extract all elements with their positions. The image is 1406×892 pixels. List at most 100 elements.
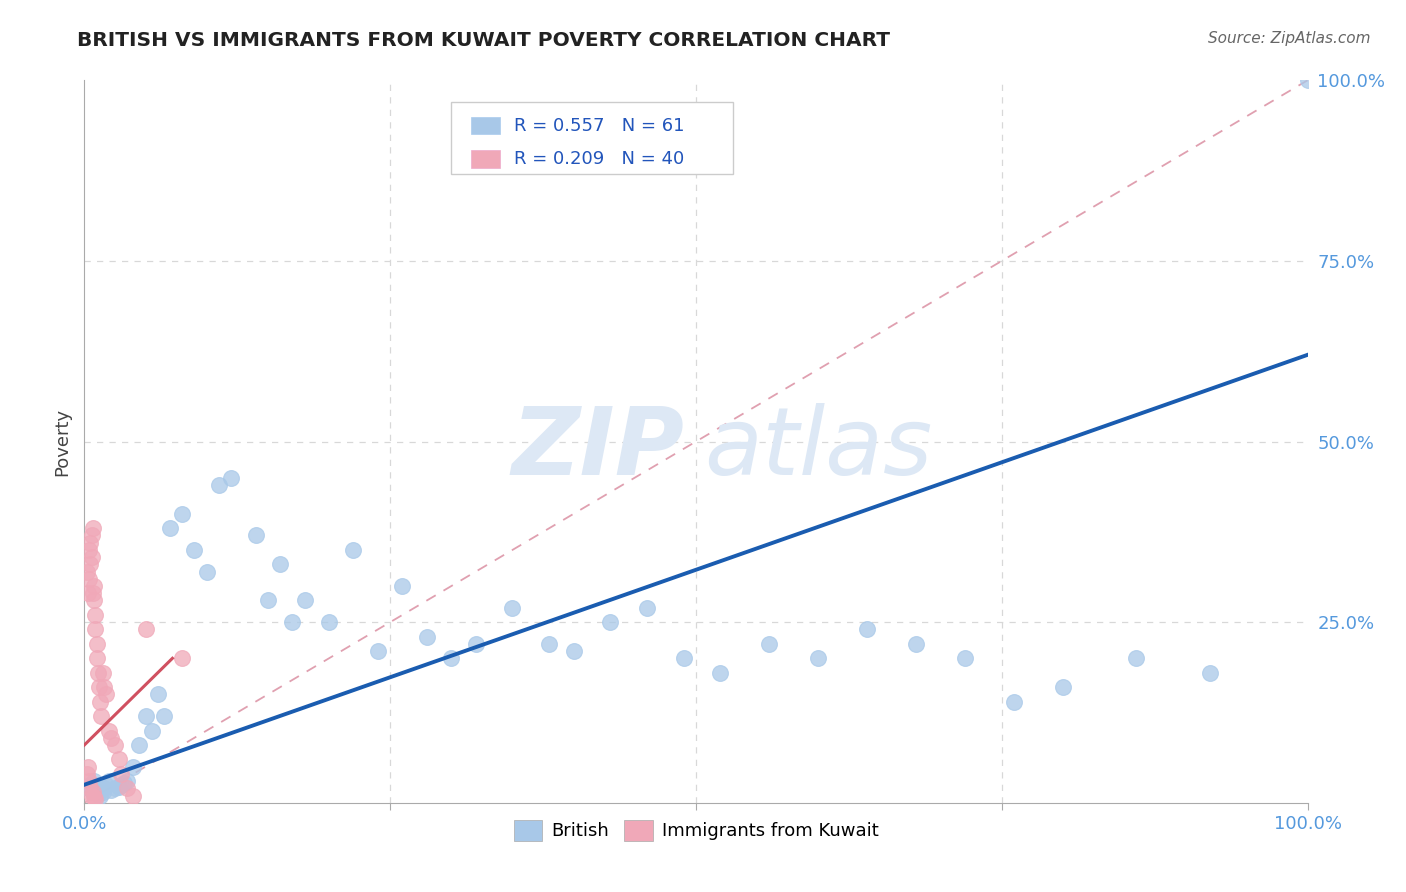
- Point: [257, 593, 280, 607]
- Point: [122, 789, 145, 803]
- Point: [146, 687, 169, 701]
- Point: [110, 767, 132, 781]
- Point: [83, 774, 105, 789]
- Point: [115, 781, 138, 796]
- Point: [80, 550, 103, 565]
- Text: BRITISH VS IMMIGRANTS FROM KUWAIT POVERTY CORRELATION CHART: BRITISH VS IMMIGRANTS FROM KUWAIT POVERT…: [77, 31, 890, 50]
- Point: [1198, 665, 1220, 680]
- Point: [807, 651, 830, 665]
- Point: [79, 778, 101, 792]
- Point: [90, 782, 112, 797]
- Point: [208, 478, 231, 492]
- Point: [856, 623, 879, 637]
- Point: [107, 780, 129, 794]
- Point: [83, 790, 105, 805]
- Point: [83, 593, 105, 607]
- Point: [245, 528, 267, 542]
- Point: [464, 637, 486, 651]
- Point: [391, 579, 413, 593]
- Point: [183, 542, 205, 557]
- Text: atlas: atlas: [704, 403, 932, 494]
- Point: [77, 774, 100, 789]
- Point: [107, 752, 129, 766]
- Point: [77, 781, 100, 796]
- Point: [172, 651, 194, 665]
- FancyBboxPatch shape: [471, 151, 501, 168]
- Point: [79, 535, 101, 549]
- FancyBboxPatch shape: [451, 102, 733, 174]
- Text: R = 0.209   N = 40: R = 0.209 N = 40: [513, 150, 683, 168]
- Text: R = 0.557   N = 61: R = 0.557 N = 61: [513, 117, 685, 135]
- Point: [294, 593, 316, 607]
- Point: [128, 738, 150, 752]
- Point: [91, 785, 114, 799]
- Legend: British, Immigrants from Kuwait: British, Immigrants from Kuwait: [506, 813, 886, 848]
- Point: [87, 787, 110, 801]
- Point: [80, 789, 103, 803]
- Point: [84, 782, 107, 797]
- Point: [110, 778, 132, 792]
- Point: [96, 778, 118, 792]
- Point: [82, 521, 104, 535]
- Point: [269, 558, 291, 572]
- Point: [86, 780, 108, 794]
- Point: [93, 781, 115, 796]
- Point: [1052, 680, 1074, 694]
- Point: [141, 723, 163, 738]
- Point: [758, 637, 780, 651]
- Point: [159, 521, 181, 535]
- Point: [502, 600, 524, 615]
- Point: [82, 785, 104, 799]
- Point: [93, 680, 115, 694]
- Point: [90, 709, 112, 723]
- Point: [135, 623, 157, 637]
- Point: [86, 651, 108, 665]
- Text: ZIP: ZIP: [512, 403, 685, 495]
- Point: [672, 651, 695, 665]
- FancyBboxPatch shape: [471, 117, 501, 135]
- Point: [77, 542, 100, 557]
- Point: [342, 542, 364, 557]
- Point: [538, 637, 561, 651]
- Point: [77, 760, 100, 774]
- Point: [87, 665, 110, 680]
- Point: [89, 789, 111, 803]
- Point: [195, 565, 218, 579]
- Point: [636, 600, 658, 615]
- Point: [76, 565, 98, 579]
- Point: [219, 470, 242, 484]
- Point: [97, 723, 120, 738]
- Point: [87, 680, 110, 694]
- Point: [97, 774, 120, 789]
- Point: [80, 528, 103, 542]
- Point: [87, 778, 110, 792]
- Point: [83, 579, 105, 593]
- Point: [153, 709, 176, 723]
- Point: [135, 709, 157, 723]
- Point: [96, 687, 118, 701]
- Point: [1296, 73, 1319, 87]
- Point: [84, 792, 107, 806]
- Point: [104, 738, 127, 752]
- Point: [100, 731, 122, 745]
- Point: [91, 665, 114, 680]
- Point: [84, 623, 107, 637]
- Point: [562, 644, 585, 658]
- Point: [89, 695, 111, 709]
- Point: [599, 615, 621, 630]
- Point: [905, 637, 928, 651]
- Point: [79, 558, 101, 572]
- Point: [172, 507, 194, 521]
- Point: [86, 637, 108, 651]
- Point: [281, 615, 304, 630]
- Point: [953, 651, 976, 665]
- Point: [122, 760, 145, 774]
- Point: [709, 665, 731, 680]
- Point: [76, 767, 98, 781]
- Point: [367, 644, 389, 658]
- Point: [115, 774, 138, 789]
- Point: [318, 615, 340, 630]
- Point: [82, 785, 104, 799]
- Point: [84, 607, 107, 622]
- Point: [1002, 695, 1025, 709]
